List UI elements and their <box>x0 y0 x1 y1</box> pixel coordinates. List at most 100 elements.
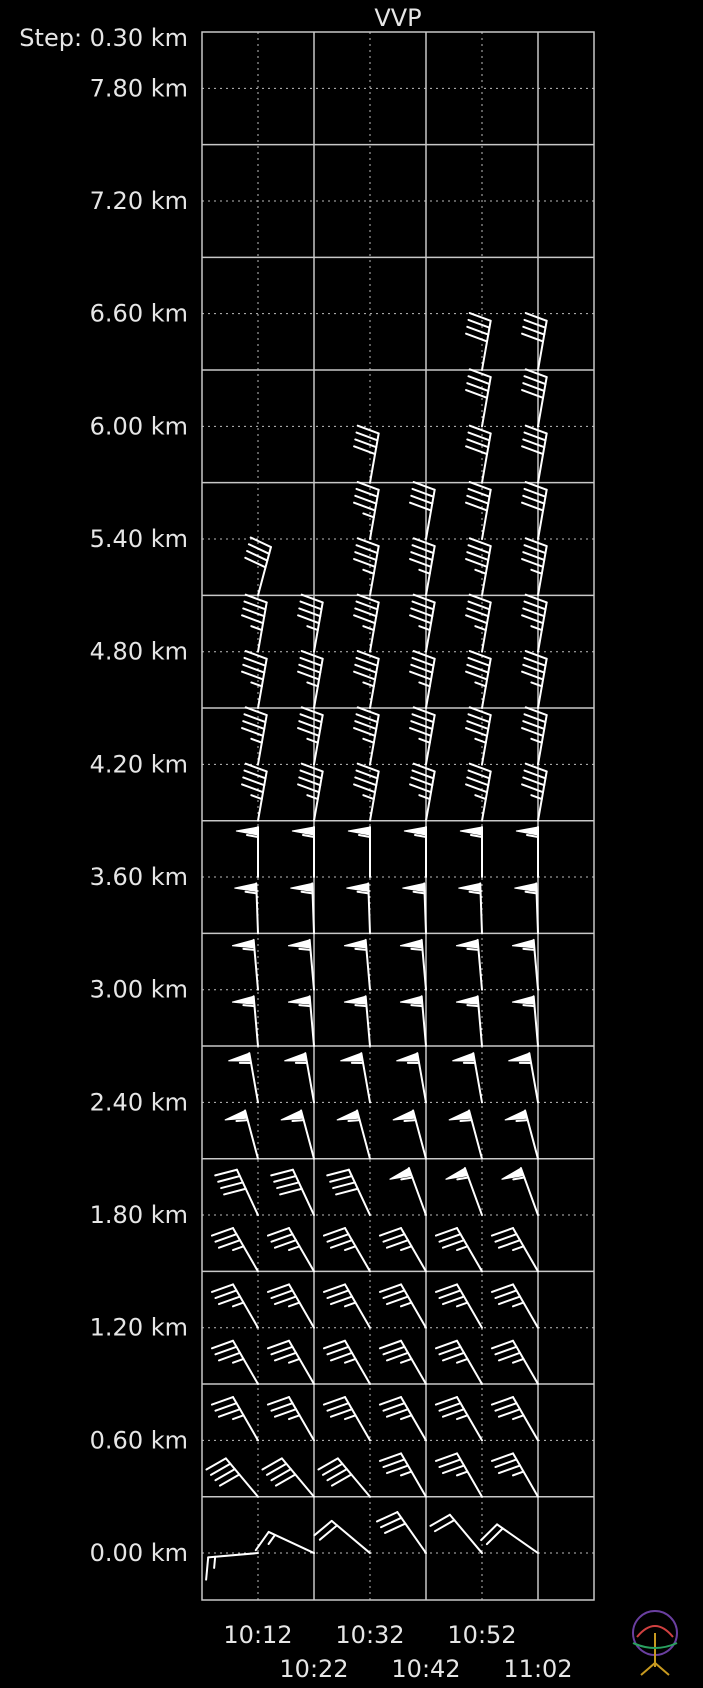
wind-barb <box>231 995 259 1048</box>
wind-barb <box>434 1283 483 1329</box>
y-tick-label: 3.60 km <box>90 863 188 891</box>
y-tick-label: 2.40 km <box>90 1088 188 1116</box>
wind-barb <box>228 1052 259 1104</box>
wind-barb <box>465 706 492 766</box>
x-tick-label: 10:32 <box>335 1621 404 1649</box>
wind-barb <box>326 1168 371 1217</box>
wind-barb <box>297 650 324 710</box>
wind-barb <box>448 1109 483 1160</box>
wind-barb <box>241 593 268 653</box>
wind-barb <box>521 368 548 428</box>
wind-barb <box>313 1519 371 1555</box>
wind-barb <box>399 995 427 1048</box>
wind-barb <box>280 1109 315 1160</box>
y-tick-label: 5.40 km <box>90 525 188 553</box>
x-tick-label: 10:12 <box>223 1621 292 1649</box>
y-tick-label: 1.20 km <box>90 1314 188 1342</box>
wind-barb <box>210 1227 259 1273</box>
wind-barb <box>458 882 483 935</box>
wind-barbs <box>205 312 548 1581</box>
wind-barb <box>465 481 492 541</box>
wind-barb <box>378 1283 427 1329</box>
wind-barb <box>235 826 259 879</box>
wind-barb <box>521 424 548 484</box>
wind-barb <box>317 1457 371 1498</box>
wind-barb <box>490 1452 539 1498</box>
wind-barb <box>353 481 380 541</box>
wind-barb <box>434 1452 483 1498</box>
x-tick-label: 11:02 <box>503 1655 572 1683</box>
wind-barb <box>210 1339 259 1386</box>
wind-barb <box>465 312 492 372</box>
wind-barb <box>429 1513 483 1555</box>
step-label: Step: 0.30 km <box>19 24 188 52</box>
x-tick-label: 10:42 <box>391 1655 460 1683</box>
wind-barb <box>434 1339 483 1386</box>
wind-barb <box>322 1227 371 1273</box>
wind-barb <box>452 1052 483 1104</box>
wind-barb <box>266 1396 315 1442</box>
wind-barb <box>521 481 548 541</box>
wind-barb <box>353 650 380 710</box>
wind-barb <box>266 1227 315 1273</box>
wind-barb <box>455 995 483 1048</box>
wind-barb <box>297 706 324 766</box>
wind-barb <box>290 882 315 935</box>
wind-barb <box>241 706 268 766</box>
wind-barb <box>399 938 427 991</box>
y-tick-label: 7.20 km <box>90 187 188 215</box>
wind-barb <box>455 938 483 991</box>
wind-barb <box>297 762 324 822</box>
wind-barb <box>287 995 315 1048</box>
wind-barb <box>459 826 483 879</box>
wind-barb <box>445 1167 483 1217</box>
wind-barb <box>480 1523 539 1555</box>
wind-barb <box>353 424 380 484</box>
wind-barb <box>521 650 548 710</box>
wind-barb <box>378 1452 427 1498</box>
wind-barb <box>353 762 380 822</box>
wind-barb <box>353 537 380 597</box>
wind-barb <box>322 1339 371 1386</box>
wind-barb <box>224 1109 259 1160</box>
wind-barb <box>434 1227 483 1273</box>
y-tick-labels: 0.00 km 0.60 km 1.20 km 1.80 km 2.40 km 3.00 … <box>90 74 188 1567</box>
wind-barb <box>508 1052 539 1104</box>
wind-barb <box>501 1167 539 1217</box>
wind-barb <box>266 1283 315 1329</box>
y-tick-label: 4.20 km <box>90 750 188 778</box>
wind-barb <box>205 1457 259 1498</box>
wind-barb <box>402 882 427 935</box>
wind-barb <box>270 1168 315 1217</box>
wind-barb <box>409 762 436 822</box>
wind-barb <box>409 706 436 766</box>
y-tick-label: 0.00 km <box>90 1539 188 1567</box>
wind-barb <box>521 762 548 822</box>
wind-barb <box>376 1511 427 1555</box>
wind-barb <box>409 650 436 710</box>
x-tick-label: 10:22 <box>279 1655 348 1683</box>
wind-barb <box>521 593 548 653</box>
wind-barb <box>241 762 268 822</box>
wind-barb <box>244 536 272 597</box>
wind-barb <box>465 762 492 822</box>
wind-barb <box>266 1339 315 1386</box>
wind-barb <box>465 593 492 653</box>
plot-frame <box>201 31 595 1601</box>
wind-barb <box>403 826 427 879</box>
y-tick-label: 3.00 km <box>90 976 188 1004</box>
wind-barb <box>234 882 259 935</box>
wind-barb <box>322 1283 371 1329</box>
wind-barb <box>291 826 315 879</box>
wind-barb <box>353 706 380 766</box>
wind-barb <box>287 938 315 991</box>
wind-barb <box>254 1530 315 1555</box>
wind-barb <box>465 537 492 597</box>
wind-barb <box>511 995 539 1048</box>
wind-barb <box>389 1167 427 1217</box>
wind-barb <box>214 1168 259 1217</box>
wind-barb <box>297 593 324 653</box>
y-tick-label: 1.80 km <box>90 1201 188 1229</box>
wind-barb <box>392 1109 427 1160</box>
